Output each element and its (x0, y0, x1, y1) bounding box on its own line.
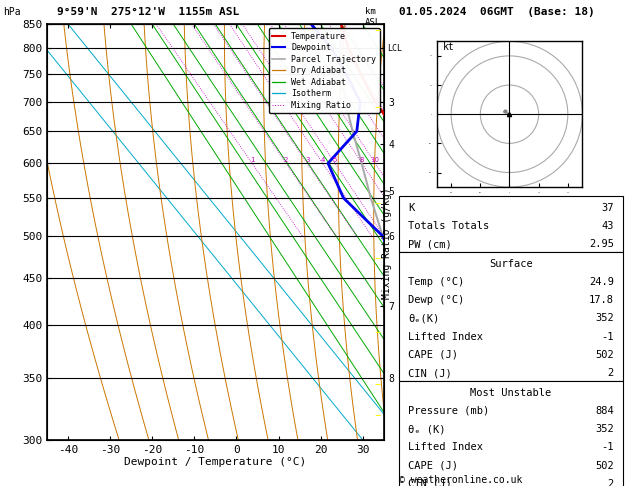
Text: –: – (374, 24, 381, 37)
Text: 2: 2 (284, 157, 288, 163)
Text: CAPE (J): CAPE (J) (408, 350, 459, 360)
Text: km
ASL: km ASL (365, 7, 381, 27)
Text: θₑ (K): θₑ (K) (408, 424, 446, 434)
Text: 1: 1 (250, 157, 254, 163)
Text: 502: 502 (595, 350, 614, 360)
Text: Dewp (°C): Dewp (°C) (408, 295, 465, 305)
Bar (399, 252, 623, 381)
Text: 9°59'N  275°12'W  1155m ASL: 9°59'N 275°12'W 1155m ASL (57, 7, 239, 17)
Text: –: – (374, 378, 381, 391)
Text: –: – (374, 102, 381, 115)
Text: 37: 37 (601, 203, 614, 213)
Text: Temp (°C): Temp (°C) (408, 277, 465, 287)
Text: 3: 3 (305, 157, 309, 163)
Text: Most Unstable: Most Unstable (470, 388, 552, 398)
Text: hPa: hPa (3, 7, 21, 17)
Text: 884: 884 (595, 406, 614, 416)
Text: –: – (374, 197, 381, 210)
Text: 01.05.2024  06GMT  (Base: 18): 01.05.2024 06GMT (Base: 18) (399, 7, 595, 17)
Text: CIN (J): CIN (J) (408, 368, 452, 378)
Text: 8: 8 (360, 157, 364, 163)
Text: 17.8: 17.8 (589, 295, 614, 305)
Text: 2: 2 (608, 368, 614, 378)
Text: -1: -1 (601, 442, 614, 452)
Text: CIN (J): CIN (J) (408, 479, 452, 486)
Bar (399, 196, 623, 252)
Text: –: – (374, 326, 381, 339)
Bar (399, 381, 623, 486)
Text: –: – (374, 252, 381, 265)
Text: Pressure (mb): Pressure (mb) (408, 406, 489, 416)
Text: Surface: Surface (489, 259, 533, 269)
Text: Lifted Index: Lifted Index (408, 442, 483, 452)
Text: 352: 352 (595, 424, 614, 434)
Text: PW (cm): PW (cm) (408, 239, 452, 249)
Text: CAPE (J): CAPE (J) (408, 461, 459, 470)
Text: 5: 5 (333, 157, 337, 163)
Text: kt: kt (442, 42, 454, 52)
Text: 352: 352 (595, 313, 614, 324)
Text: 2: 2 (608, 479, 614, 486)
Text: 502: 502 (595, 461, 614, 470)
X-axis label: Dewpoint / Temperature (°C): Dewpoint / Temperature (°C) (125, 457, 306, 468)
Text: Mixing Ratio (g/kg): Mixing Ratio (g/kg) (382, 187, 392, 299)
Text: θₑ(K): θₑ(K) (408, 313, 440, 324)
Text: © weatheronline.co.uk: © weatheronline.co.uk (399, 475, 523, 485)
Text: K: K (408, 203, 415, 213)
Text: 43: 43 (601, 221, 614, 231)
Text: -1: -1 (601, 331, 614, 342)
Text: LCL: LCL (387, 44, 402, 53)
Text: Totals Totals: Totals Totals (408, 221, 489, 231)
Text: Lifted Index: Lifted Index (408, 331, 483, 342)
Text: –: – (374, 409, 381, 422)
Text: 10: 10 (370, 157, 380, 163)
Text: 4: 4 (321, 157, 325, 163)
Legend: Temperature, Dewpoint, Parcel Trajectory, Dry Adiabat, Wet Adiabat, Isotherm, Mi: Temperature, Dewpoint, Parcel Trajectory… (269, 29, 379, 113)
Text: 2.95: 2.95 (589, 239, 614, 249)
Text: 24.9: 24.9 (589, 277, 614, 287)
